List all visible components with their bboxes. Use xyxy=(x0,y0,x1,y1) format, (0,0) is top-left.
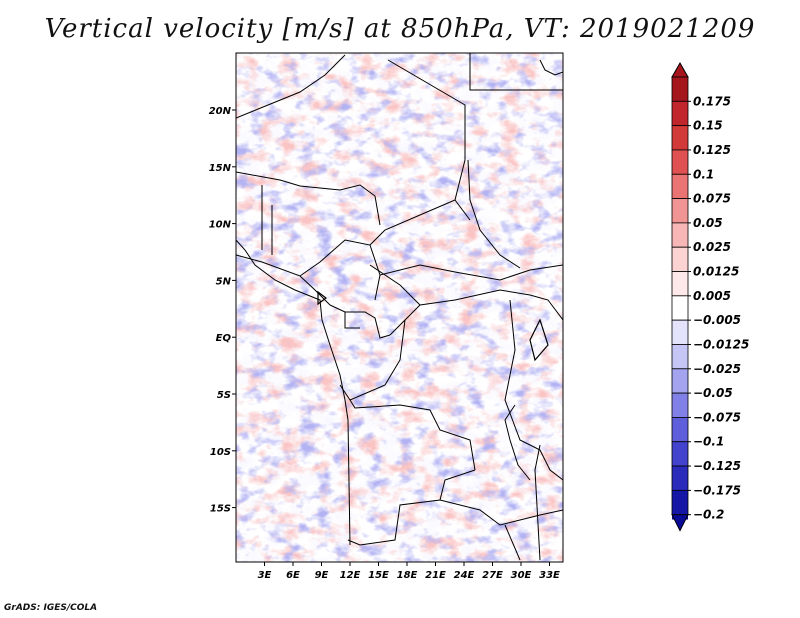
colorbar-label: 0.0125 xyxy=(693,265,739,279)
lat-label: EQ xyxy=(216,333,232,344)
colorbar-swatch xyxy=(671,222,689,248)
lon-label: 27E xyxy=(482,570,503,581)
colorbar-swatch xyxy=(671,173,689,199)
colorbar-top-arrow xyxy=(671,61,689,78)
colorbar-label: −0.0125 xyxy=(693,337,749,351)
lat-label: 5N xyxy=(216,276,232,287)
colorbar-swatch xyxy=(671,441,689,467)
lon-label: 18E xyxy=(397,570,418,581)
lat-label: 20N xyxy=(209,106,232,117)
latitude-axis: 20N 15N 10N 5N EQ 5S 10S 15S xyxy=(209,106,236,515)
lat-label: 15S xyxy=(210,504,231,515)
colorbar-swatch xyxy=(671,198,689,224)
country-borders xyxy=(236,53,563,561)
colorbar-label: 0.125 xyxy=(693,143,731,157)
colorbar-swatch xyxy=(671,271,689,297)
colorbar-label: −0.075 xyxy=(693,410,741,424)
lon-label: 21E xyxy=(425,570,446,581)
colorbar-swatch xyxy=(671,125,689,151)
colorbar-swatch xyxy=(671,246,689,272)
colorbar-label: −0.125 xyxy=(693,459,741,473)
colorbar-label: −0.05 xyxy=(693,386,733,400)
lat-label: 5S xyxy=(217,390,231,401)
chart-title: Vertical velocity [m/s] at 850hPa, VT: 2… xyxy=(44,14,756,44)
colorbar: 0.175 0.15 0.125 0.1 0.075 0.05 0.025 0.0125 0.0… xyxy=(671,61,749,532)
lon-label: 33E xyxy=(539,570,560,581)
longitude-axis: 3E 6E 9E 12E 15E 18E 21E 24E 27E 30E 33E xyxy=(258,562,560,581)
colorbar-swatch xyxy=(671,319,689,345)
colorbar-label: −0.175 xyxy=(693,483,741,497)
lon-label: 15E xyxy=(368,570,389,581)
colorbar-swatch xyxy=(671,392,689,418)
colorbar-swatch xyxy=(671,149,689,175)
colorbar-swatch xyxy=(671,295,689,321)
colorbar-swatch xyxy=(671,417,689,443)
colorbar-swatch xyxy=(671,465,689,491)
colorbar-label: 0.075 xyxy=(693,192,731,206)
lon-label: 12E xyxy=(340,570,361,581)
lon-label: 6E xyxy=(286,570,300,581)
lat-label: 10S xyxy=(210,447,231,458)
lat-label: 15N xyxy=(209,163,232,174)
lon-label: 3E xyxy=(258,570,272,581)
colorbar-label: −0.2 xyxy=(693,508,724,522)
colorbar-label: 0.05 xyxy=(693,216,723,230)
colorbar-label: 0.005 xyxy=(693,289,731,303)
velocity-field xyxy=(236,53,563,562)
colorbar-label: −0.005 xyxy=(693,313,741,327)
lon-label: 24E xyxy=(454,570,475,581)
colorbar-label: 0.1 xyxy=(693,167,714,181)
colorbar-swatch xyxy=(671,344,689,370)
colorbar-label: 0.175 xyxy=(693,94,731,108)
colorbar-swatch xyxy=(671,100,689,127)
colorbar-label: 0.15 xyxy=(693,119,723,133)
grads-credit: GrADS: IGES/COLA xyxy=(4,603,98,613)
colorbar-label: 0.025 xyxy=(693,240,731,254)
colorbar-swatch xyxy=(671,368,689,394)
colorbar-swatch xyxy=(671,76,689,102)
lat-label: 10N xyxy=(209,220,232,231)
colorbar-label: −0.025 xyxy=(693,362,741,376)
colorbar-swatch xyxy=(671,489,689,516)
map-frame xyxy=(235,52,564,563)
colorbar-label: −0.1 xyxy=(693,435,724,449)
lon-label: 9E xyxy=(315,570,329,581)
lon-label: 30E xyxy=(511,570,532,581)
colorbar-bottom-arrow xyxy=(671,514,689,532)
